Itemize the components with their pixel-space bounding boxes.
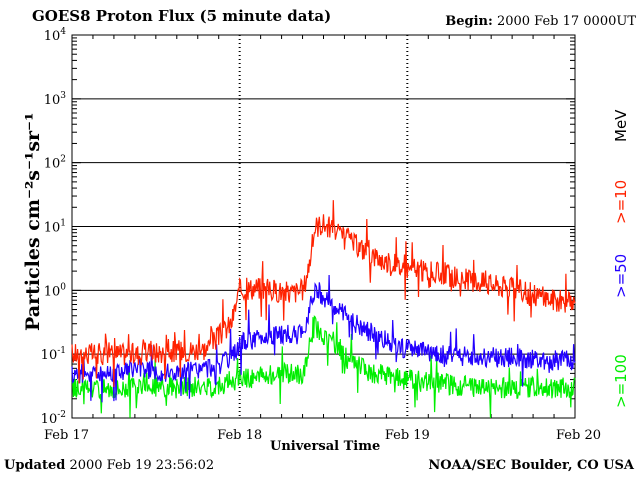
y-tick-label: 103 xyxy=(44,91,67,108)
updated-label: Updated xyxy=(4,458,66,473)
series-line-100mev xyxy=(71,315,576,419)
x-tick-label: Feb 17 xyxy=(44,428,89,443)
updated-timestamp: Updated 2000 Feb 19 23:56:02 xyxy=(4,458,214,473)
begin-label-key: Begin: xyxy=(445,14,493,29)
chart-title: GOES8 Proton Flux (5 minute data) xyxy=(32,7,332,25)
begin-date: 2000 Feb 17 0000UT xyxy=(496,14,636,29)
y-tick-label: 104 xyxy=(44,27,67,44)
y-tick-label: 101 xyxy=(44,219,66,236)
x-tick-label: Feb 18 xyxy=(217,428,262,443)
y-tick-label: 10-1 xyxy=(41,346,66,363)
begin-label: Begin: 2000 Feb 17 0000UT xyxy=(445,14,636,29)
y-tick-label: 10-2 xyxy=(41,410,66,427)
updated-value: 2000 Feb 19 23:56:02 xyxy=(69,458,215,473)
x-tick-label: Feb 19 xyxy=(385,428,430,443)
x-tick-label: Feb 20 xyxy=(556,428,601,443)
series-line-50mev xyxy=(71,274,576,403)
series-line-10mev xyxy=(71,200,576,388)
credit-label: NOAA/SEC Boulder, CO USA xyxy=(428,458,634,473)
y-tick-label: 100 xyxy=(44,282,67,299)
y-tick-label: 102 xyxy=(44,155,66,172)
x-axis-label: Universal Time xyxy=(270,439,381,454)
